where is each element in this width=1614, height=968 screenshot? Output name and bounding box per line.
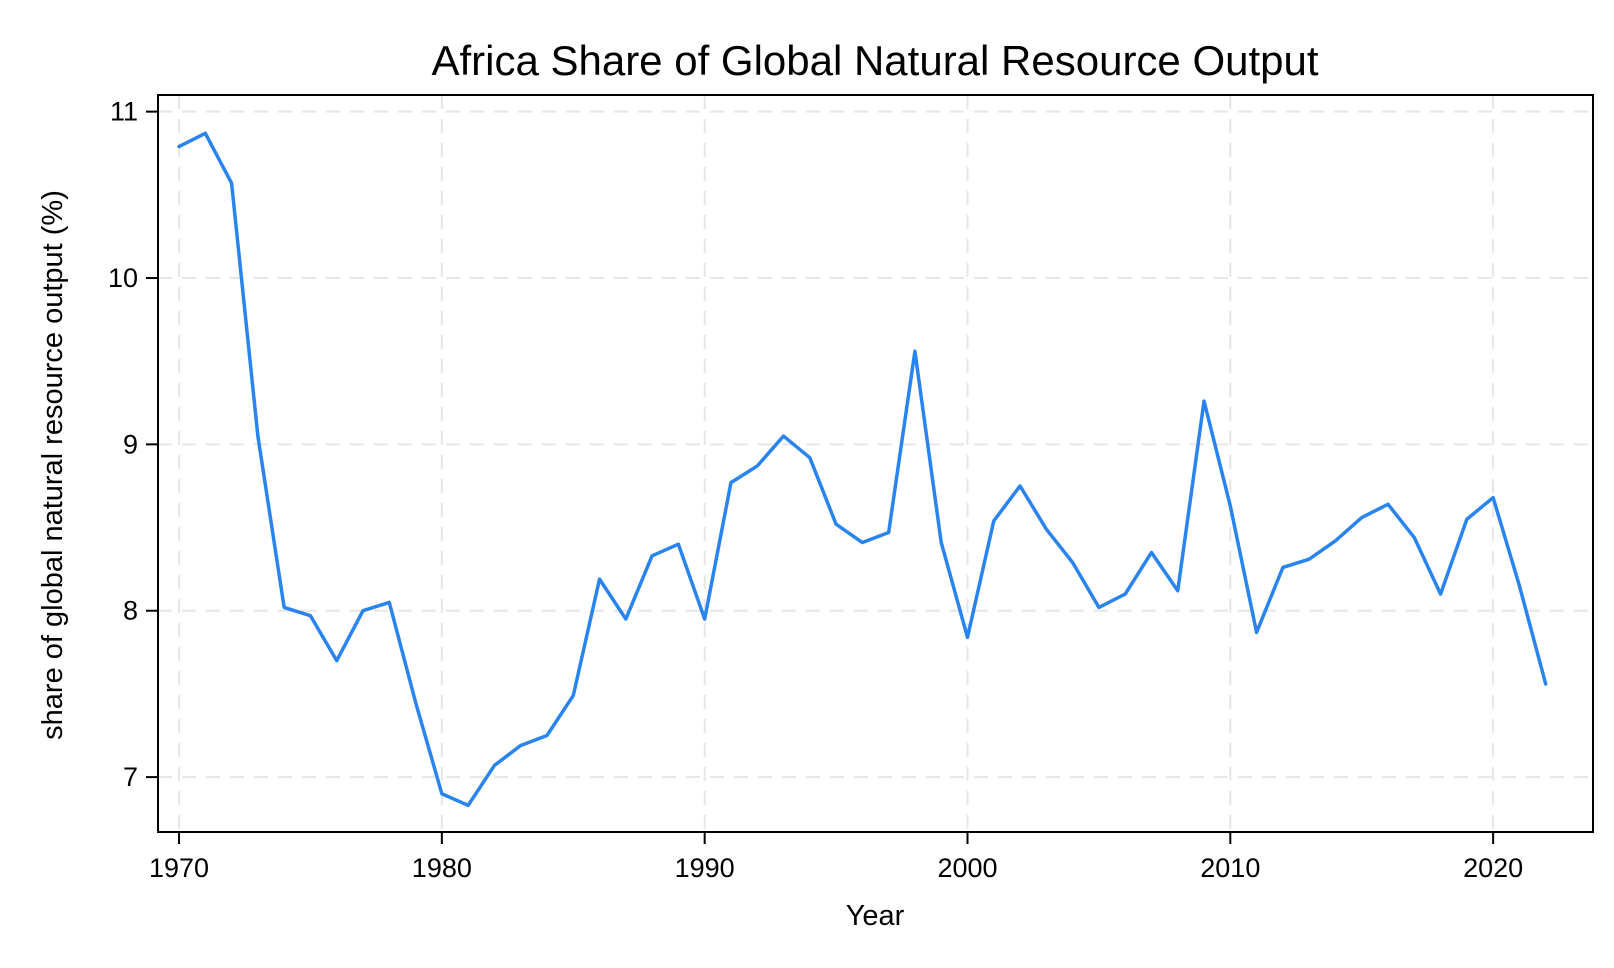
data-point: [754, 463, 760, 469]
chart-title: Africa Share of Global Natural Resource …: [431, 37, 1318, 84]
y-axis-label: share of global natural resource output …: [37, 190, 69, 740]
data-point: [991, 518, 997, 524]
data-point: [1148, 550, 1154, 556]
data-point: [386, 599, 392, 605]
data-point: [1359, 515, 1365, 521]
grid-layer: [158, 95, 1593, 832]
data-point: [833, 521, 839, 527]
y-tick-label: 9: [123, 429, 138, 459]
data-point: [728, 480, 734, 486]
data-point: [491, 762, 497, 768]
data-point: [1516, 583, 1522, 589]
data-point: [597, 576, 603, 582]
data-point: [465, 802, 471, 808]
series-layer: [176, 130, 1549, 808]
data-point: [255, 433, 261, 439]
data-point: [544, 733, 550, 739]
data-point: [859, 540, 865, 546]
data-point: [1254, 629, 1260, 635]
data-point: [1490, 495, 1496, 501]
data-point: [807, 455, 813, 461]
data-point: [1096, 604, 1102, 610]
data-point: [1201, 398, 1207, 404]
data-point: [1438, 591, 1444, 597]
axes-layer: 7 8 9 10 11 1970 1980 1990 2000 2010 2020: [108, 97, 1523, 883]
data-point: [360, 608, 366, 614]
data-point: [1043, 526, 1049, 532]
data-point: [1411, 535, 1417, 541]
data-point: [570, 693, 576, 699]
data-point: [229, 180, 235, 186]
x-axis-label: Year: [846, 900, 905, 932]
data-point: [1332, 538, 1338, 544]
plot-frame: [157, 94, 1594, 833]
data-point: [413, 699, 419, 705]
x-tick-label: 2020: [1463, 853, 1523, 883]
x-tick-label: 2010: [1200, 853, 1260, 883]
y-tick-label: 7: [123, 762, 138, 792]
data-point: [1175, 588, 1181, 594]
y-tick-label: 11: [110, 97, 138, 127]
y-tick-label: 8: [123, 596, 138, 626]
data-point: [1122, 591, 1128, 597]
data-point: [1464, 516, 1470, 522]
data-point: [334, 658, 340, 664]
data-point: [964, 634, 970, 640]
data-point: [439, 791, 445, 797]
data-point: [675, 541, 681, 547]
x-tick-label: 1970: [149, 853, 209, 883]
data-point: [1543, 681, 1549, 687]
data-point: [1070, 559, 1076, 565]
data-point: [781, 433, 787, 439]
data-point: [886, 530, 892, 536]
x-tick-label: 1990: [675, 853, 735, 883]
data-point: [281, 604, 287, 610]
data-point: [1280, 564, 1286, 570]
data-point: [1227, 503, 1233, 509]
data-point: [307, 613, 313, 619]
data-point: [938, 540, 944, 546]
data-point: [1017, 483, 1023, 489]
data-point: [518, 742, 524, 748]
data-point: [702, 616, 708, 622]
y-tick-label: 10: [108, 263, 138, 293]
series-line-africa: [177, 131, 1548, 808]
data-point: [1385, 501, 1391, 507]
data-point: [1306, 556, 1312, 562]
data-point: [623, 616, 629, 622]
data-point: [176, 144, 182, 150]
data-point: [649, 553, 655, 559]
x-tick-label: 2000: [937, 853, 997, 883]
x-tick-label: 1980: [412, 853, 472, 883]
data-point: [202, 130, 208, 136]
data-point: [912, 348, 918, 354]
